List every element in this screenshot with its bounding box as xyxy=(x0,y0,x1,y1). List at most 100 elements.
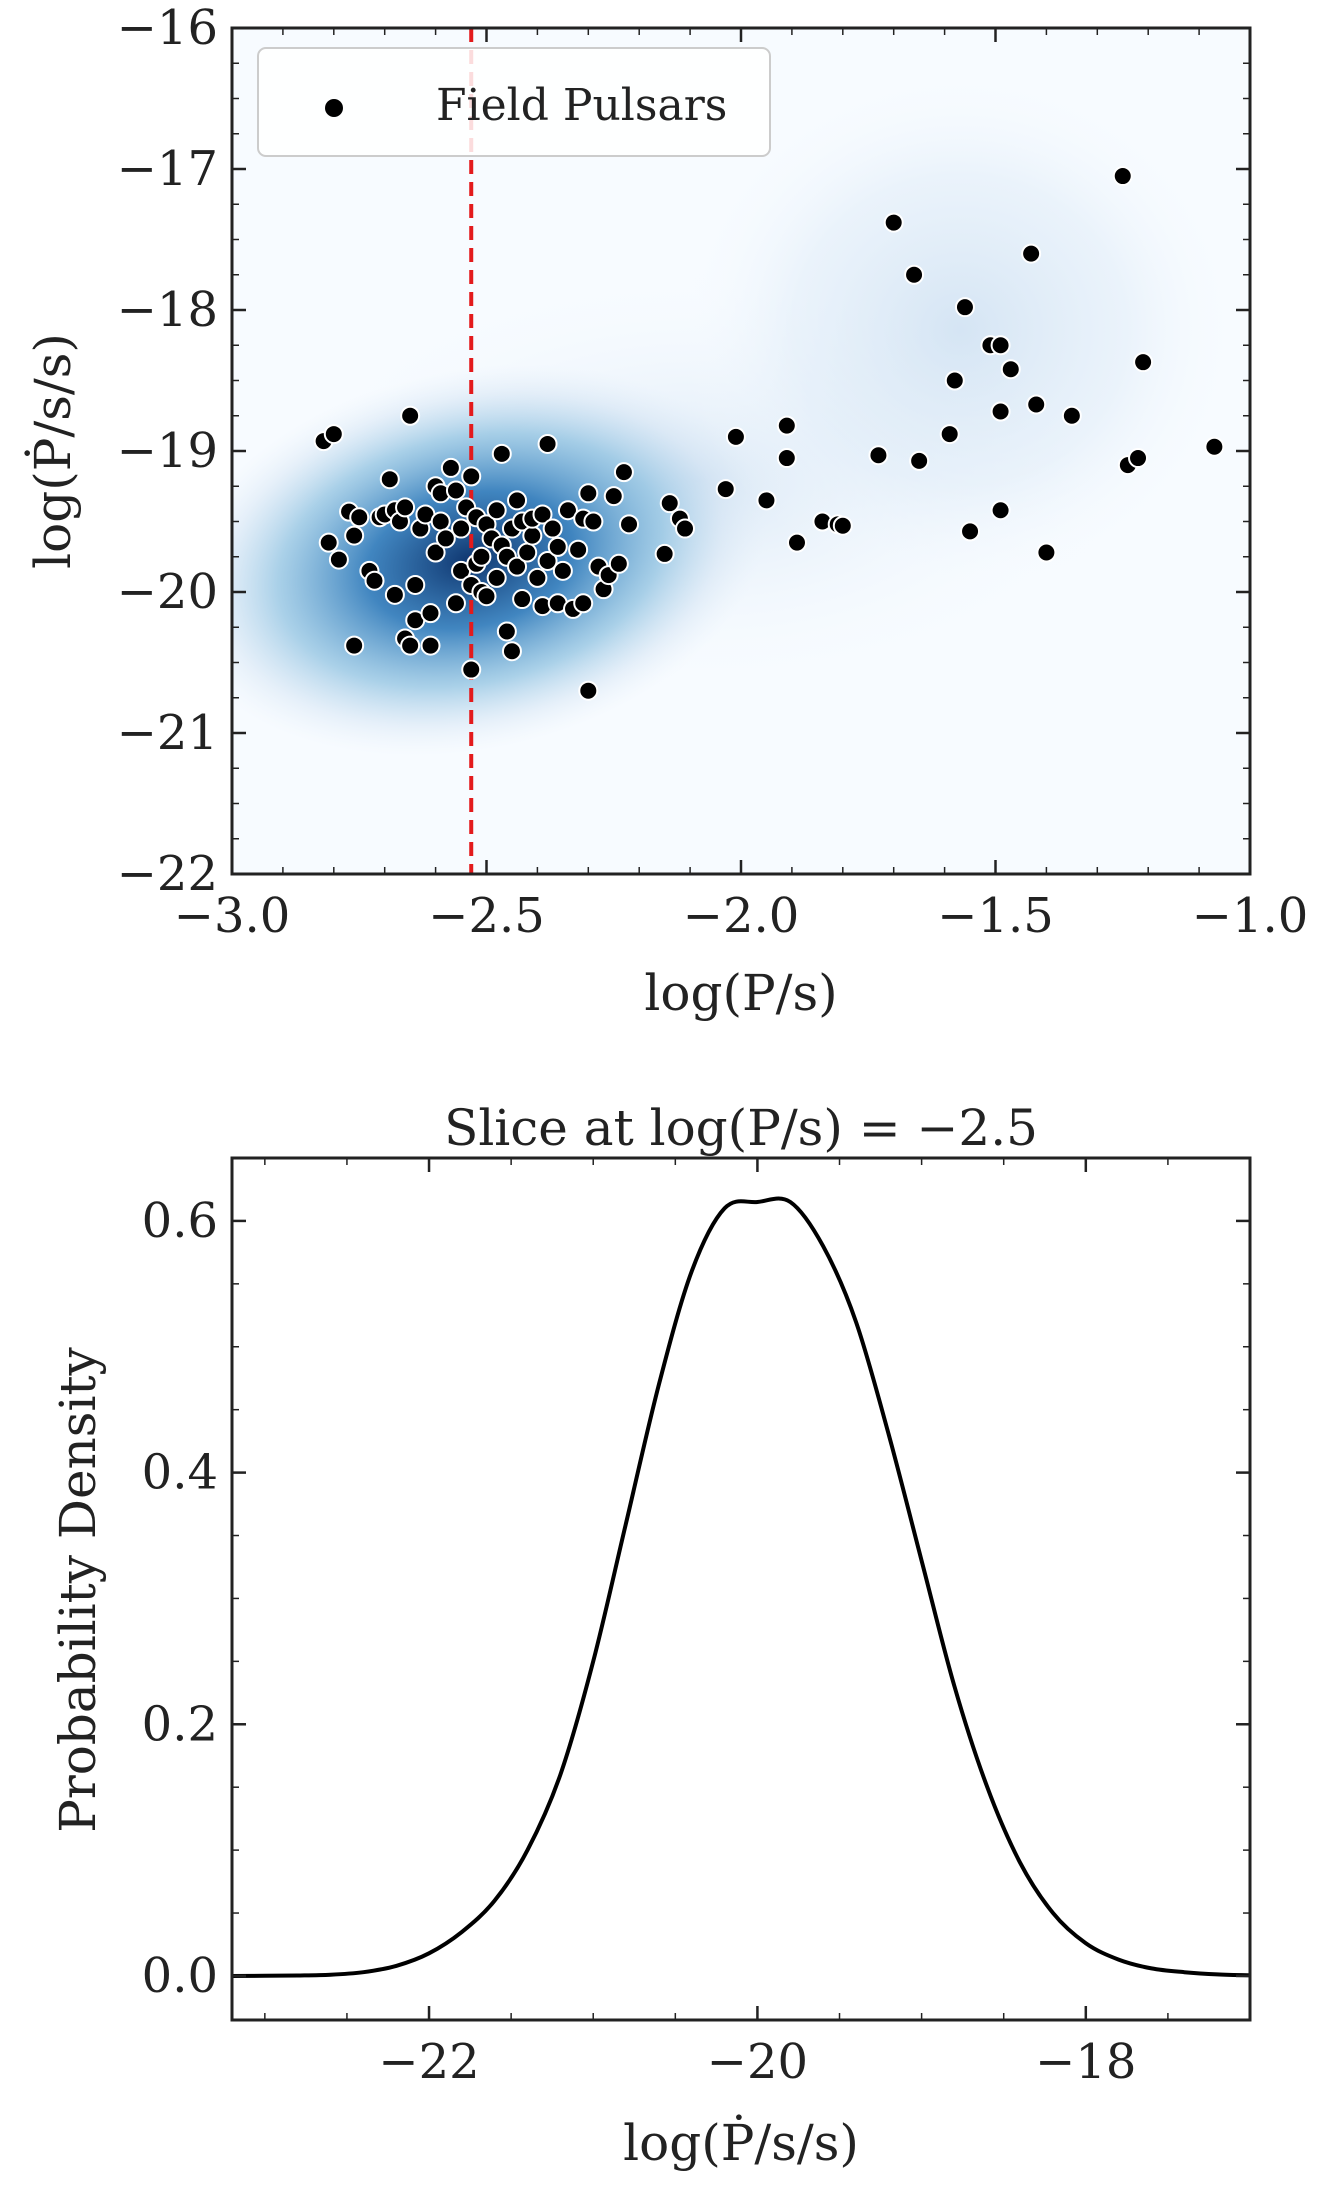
data-point xyxy=(578,680,599,701)
data-point xyxy=(990,401,1011,422)
data-point xyxy=(379,469,400,490)
data-point xyxy=(1128,448,1149,469)
data-point xyxy=(476,586,497,607)
top-plot-frame xyxy=(230,26,1252,876)
bottom-plot-frame xyxy=(230,1156,1252,2022)
top-x-axis-label: log(P/s) xyxy=(644,964,837,1022)
data-point xyxy=(344,525,365,546)
legend: Field Pulsars xyxy=(257,47,771,157)
data-point xyxy=(1000,359,1021,380)
data-point xyxy=(904,264,925,285)
data-point xyxy=(425,542,446,563)
data-point xyxy=(776,448,797,469)
y-tick-label: −18 xyxy=(117,282,218,338)
data-point xyxy=(939,424,960,445)
data-point xyxy=(1026,394,1047,415)
data-point xyxy=(909,450,930,471)
data-point xyxy=(832,515,853,536)
y-tick-label: −17 xyxy=(117,141,218,197)
data-point xyxy=(990,500,1011,521)
data-point xyxy=(318,532,339,553)
data-point xyxy=(1021,243,1042,264)
y-tick-label: 0.4 xyxy=(142,1445,218,1501)
scatter-points xyxy=(313,166,1225,701)
y-tick-label: −22 xyxy=(117,846,218,902)
data-point xyxy=(608,553,629,574)
slice-density-panel: Slice at log(P/s) = −2.5 −22 −20 −18 0.0 0.2… xyxy=(49,1099,1252,2172)
data-point xyxy=(659,493,680,514)
data-point xyxy=(675,518,696,539)
data-point xyxy=(573,593,594,614)
legend-box xyxy=(257,47,771,157)
data-point xyxy=(344,635,365,656)
legend-label: Field Pulsars xyxy=(436,80,727,131)
data-point xyxy=(512,589,533,610)
data-point xyxy=(542,518,563,539)
data-point xyxy=(395,497,416,518)
data-point xyxy=(868,445,889,466)
data-point xyxy=(883,212,904,233)
bottom-y-axis-label: Probability Density xyxy=(49,1346,107,1832)
data-point xyxy=(400,405,421,426)
data-point xyxy=(1036,542,1057,563)
data-point xyxy=(522,525,543,546)
data-point xyxy=(1204,436,1225,457)
data-point xyxy=(532,504,553,525)
data-point xyxy=(507,490,528,511)
y-tick-label: −21 xyxy=(117,705,218,761)
scatter-density-panel: −3.0 −2.5 −2.0 −1.5 −1.0 −22 −21 −20 −19 −18 −17 −1… xyxy=(23,0,1308,1022)
density-curve xyxy=(232,1196,1250,1978)
data-point xyxy=(776,415,797,436)
data-point xyxy=(613,462,634,483)
top-y-axis-label: log(Ṗ/s/s) xyxy=(23,333,82,569)
data-point xyxy=(578,483,599,504)
data-point xyxy=(537,550,558,571)
x-tick-label: −2.5 xyxy=(428,888,545,944)
data-point xyxy=(517,542,538,563)
data-point xyxy=(471,546,492,567)
x-tick-label: −1.5 xyxy=(937,888,1054,944)
y-tick-label: 0.0 xyxy=(142,1948,218,2004)
data-point xyxy=(537,433,558,454)
y-tick-label: −16 xyxy=(117,0,218,56)
x-tick-label: −20 xyxy=(707,2034,808,2090)
data-point xyxy=(715,479,736,500)
legend-marker-icon xyxy=(325,99,343,117)
data-point xyxy=(486,567,507,588)
data-point xyxy=(435,528,456,549)
data-point xyxy=(944,370,965,391)
data-point xyxy=(445,593,466,614)
data-point xyxy=(384,584,405,605)
x-tick-label: −18 xyxy=(1035,2034,1136,2090)
data-point xyxy=(1112,166,1133,187)
data-point xyxy=(619,514,640,535)
data-point xyxy=(527,567,548,588)
bottom-chart-title: Slice at log(P/s) = −2.5 xyxy=(444,1099,1038,1157)
data-point xyxy=(405,574,426,595)
data-point xyxy=(323,424,344,445)
data-point xyxy=(400,635,421,656)
data-point xyxy=(501,641,522,662)
y-tick-label: −20 xyxy=(117,564,218,620)
data-point xyxy=(568,539,589,560)
top-axis-ticks: −3.0 −2.5 −2.0 −1.5 −1.0 −22 −21 −20 −19 −18 −17 −1… xyxy=(117,0,1309,944)
x-tick-label: −1.0 xyxy=(1192,888,1309,944)
data-point xyxy=(440,457,461,478)
y-tick-label: −19 xyxy=(117,423,218,479)
bottom-x-axis-label: log(Ṗ/s/s) xyxy=(623,2113,859,2172)
x-tick-label: −3.0 xyxy=(174,888,291,944)
y-tick-label: 0.2 xyxy=(142,1696,218,1752)
data-point xyxy=(445,480,466,501)
data-point xyxy=(990,335,1011,356)
data-point xyxy=(420,603,441,624)
data-point xyxy=(349,507,370,528)
data-point xyxy=(328,549,349,570)
x-tick-label: −22 xyxy=(378,2034,479,2090)
data-point xyxy=(654,543,675,564)
x-tick-label: −2.0 xyxy=(683,888,800,944)
data-point xyxy=(496,621,517,642)
data-point xyxy=(507,556,528,577)
data-point xyxy=(725,426,746,447)
data-point xyxy=(557,500,578,521)
